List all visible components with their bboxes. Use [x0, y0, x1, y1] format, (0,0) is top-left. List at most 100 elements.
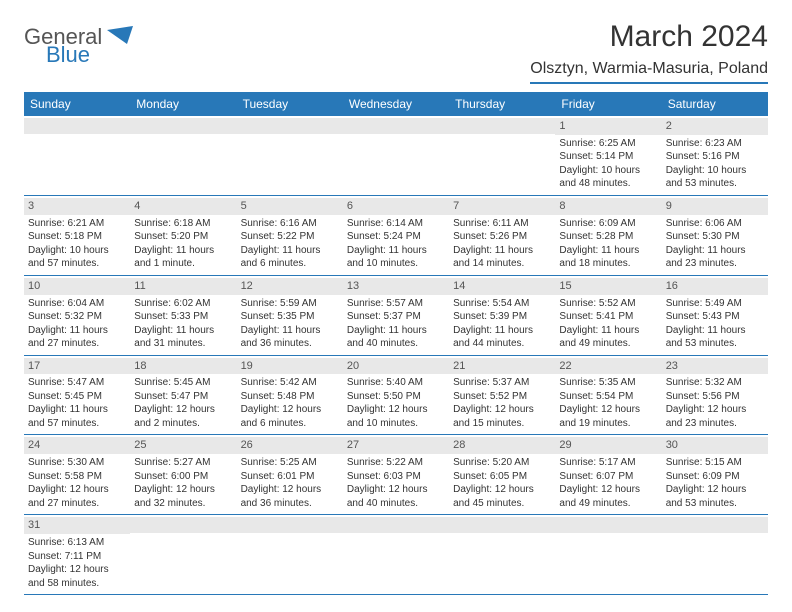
day-cell: 6Sunrise: 6:14 AMSunset: 5:24 PMDaylight… [343, 196, 449, 275]
day-number: 21 [453, 360, 465, 372]
daylight-text: Daylight: 11 hours and 57 minutes. [28, 403, 126, 430]
daylight-text: Daylight: 11 hours and 40 minutes. [347, 324, 445, 351]
day-cell: 4Sunrise: 6:18 AMSunset: 5:20 PMDaylight… [130, 196, 236, 275]
day-number: 13 [347, 280, 359, 292]
day-cell: 17Sunrise: 5:47 AMSunset: 5:45 PMDayligh… [24, 356, 130, 435]
daynum-row: 27 [343, 437, 449, 454]
daylight-text: Daylight: 10 hours and 48 minutes. [559, 164, 657, 191]
sunrise-text: Sunrise: 5:47 AM [28, 376, 126, 390]
day-cell [24, 116, 130, 195]
logo-text: General Blue [24, 26, 133, 66]
sunset-text: Sunset: 7:11 PM [28, 550, 126, 564]
daynum-row: 11 [130, 278, 236, 295]
daylight-text: Daylight: 12 hours and 19 minutes. [559, 403, 657, 430]
sunset-text: Sunset: 5:33 PM [134, 310, 232, 324]
day-number: 27 [347, 439, 359, 451]
week-row: 17Sunrise: 5:47 AMSunset: 5:45 PMDayligh… [24, 356, 768, 436]
sunset-text: Sunset: 6:05 PM [453, 470, 551, 484]
day-number: 11 [134, 280, 145, 292]
sunrise-text: Sunrise: 5:40 AM [347, 376, 445, 390]
sunrise-text: Sunrise: 5:22 AM [347, 456, 445, 470]
daylight-text: Daylight: 11 hours and 49 minutes. [559, 324, 657, 351]
day-number: 28 [453, 439, 465, 451]
day-cell: 11Sunrise: 6:02 AMSunset: 5:33 PMDayligh… [130, 276, 236, 355]
day-cell [343, 116, 449, 195]
day-cell: 3Sunrise: 6:21 AMSunset: 5:18 PMDaylight… [24, 196, 130, 275]
day-cell: 15Sunrise: 5:52 AMSunset: 5:41 PMDayligh… [555, 276, 661, 355]
sunrise-text: Sunrise: 5:15 AM [666, 456, 764, 470]
sunset-text: Sunset: 5:56 PM [666, 390, 764, 404]
day-cell [237, 515, 343, 594]
daynum-row: 3 [24, 198, 130, 215]
daynum-row: 19 [237, 358, 343, 375]
sunrise-text: Sunrise: 5:54 AM [453, 297, 551, 311]
day-number: 1 [559, 120, 565, 132]
daynum-row: 10 [24, 278, 130, 295]
day-number: 14 [453, 280, 465, 292]
day-number: 17 [28, 360, 40, 372]
weekday-label: Tuesday [237, 92, 343, 116]
day-cell: 12Sunrise: 5:59 AMSunset: 5:35 PMDayligh… [237, 276, 343, 355]
day-number: 31 [28, 519, 40, 531]
day-cell [130, 116, 236, 195]
day-cell: 20Sunrise: 5:40 AMSunset: 5:50 PMDayligh… [343, 356, 449, 435]
sunrise-text: Sunrise: 5:30 AM [28, 456, 126, 470]
daynum-row: 2 [662, 118, 768, 135]
sunset-text: Sunset: 5:30 PM [666, 230, 764, 244]
sunrise-text: Sunrise: 5:42 AM [241, 376, 339, 390]
sunrise-text: Sunrise: 6:09 AM [559, 217, 657, 231]
sunset-text: Sunset: 6:00 PM [134, 470, 232, 484]
sunrise-text: Sunrise: 5:27 AM [134, 456, 232, 470]
day-number: 3 [28, 200, 34, 212]
day-cell: 25Sunrise: 5:27 AMSunset: 6:00 PMDayligh… [130, 435, 236, 514]
daylight-text: Daylight: 12 hours and 32 minutes. [134, 483, 232, 510]
daynum-row: 16 [662, 278, 768, 295]
daylight-text: Daylight: 12 hours and 2 minutes. [134, 403, 232, 430]
sunset-text: Sunset: 5:52 PM [453, 390, 551, 404]
calendar: SundayMondayTuesdayWednesdayThursdayFrid… [24, 92, 768, 595]
sunrise-text: Sunrise: 6:04 AM [28, 297, 126, 311]
sunset-text: Sunset: 6:07 PM [559, 470, 657, 484]
daynum-row: 24 [24, 437, 130, 454]
sunrise-text: Sunrise: 6:02 AM [134, 297, 232, 311]
daynum-row: 18 [130, 358, 236, 375]
sunrise-text: Sunrise: 5:25 AM [241, 456, 339, 470]
day-cell [449, 515, 555, 594]
sunrise-text: Sunrise: 5:35 AM [559, 376, 657, 390]
week-row: 3Sunrise: 6:21 AMSunset: 5:18 PMDaylight… [24, 196, 768, 276]
daynum-row: 22 [555, 358, 661, 375]
day-number: 24 [28, 439, 40, 451]
daylight-text: Daylight: 12 hours and 27 minutes. [28, 483, 126, 510]
day-number: 26 [241, 439, 253, 451]
sunset-text: Sunset: 5:43 PM [666, 310, 764, 324]
sunset-text: Sunset: 6:01 PM [241, 470, 339, 484]
daynum-row-empty [237, 118, 343, 134]
day-cell: 19Sunrise: 5:42 AMSunset: 5:48 PMDayligh… [237, 356, 343, 435]
day-number: 18 [134, 360, 146, 372]
daynum-row: 6 [343, 198, 449, 215]
day-number: 9 [666, 200, 672, 212]
day-cell [237, 116, 343, 195]
daynum-row-empty [449, 118, 555, 134]
daynum-row: 1 [555, 118, 661, 135]
sunrise-text: Sunrise: 6:06 AM [666, 217, 764, 231]
sunset-text: Sunset: 5:22 PM [241, 230, 339, 244]
sunset-text: Sunset: 5:24 PM [347, 230, 445, 244]
daylight-text: Daylight: 12 hours and 36 minutes. [241, 483, 339, 510]
day-cell: 13Sunrise: 5:57 AMSunset: 5:37 PMDayligh… [343, 276, 449, 355]
day-number: 7 [453, 200, 459, 212]
day-cell: 27Sunrise: 5:22 AMSunset: 6:03 PMDayligh… [343, 435, 449, 514]
weeks-container: 1Sunrise: 6:25 AMSunset: 5:14 PMDaylight… [24, 116, 768, 595]
daynum-row: 21 [449, 358, 555, 375]
daynum-row: 7 [449, 198, 555, 215]
day-cell: 21Sunrise: 5:37 AMSunset: 5:52 PMDayligh… [449, 356, 555, 435]
day-cell: 30Sunrise: 5:15 AMSunset: 6:09 PMDayligh… [662, 435, 768, 514]
day-cell: 9Sunrise: 6:06 AMSunset: 5:30 PMDaylight… [662, 196, 768, 275]
daynum-row-empty [662, 517, 768, 533]
weekday-label: Monday [130, 92, 236, 116]
daylight-text: Daylight: 12 hours and 49 minutes. [559, 483, 657, 510]
sunrise-text: Sunrise: 5:37 AM [453, 376, 551, 390]
day-cell: 8Sunrise: 6:09 AMSunset: 5:28 PMDaylight… [555, 196, 661, 275]
sunset-text: Sunset: 5:26 PM [453, 230, 551, 244]
day-cell: 7Sunrise: 6:11 AMSunset: 5:26 PMDaylight… [449, 196, 555, 275]
